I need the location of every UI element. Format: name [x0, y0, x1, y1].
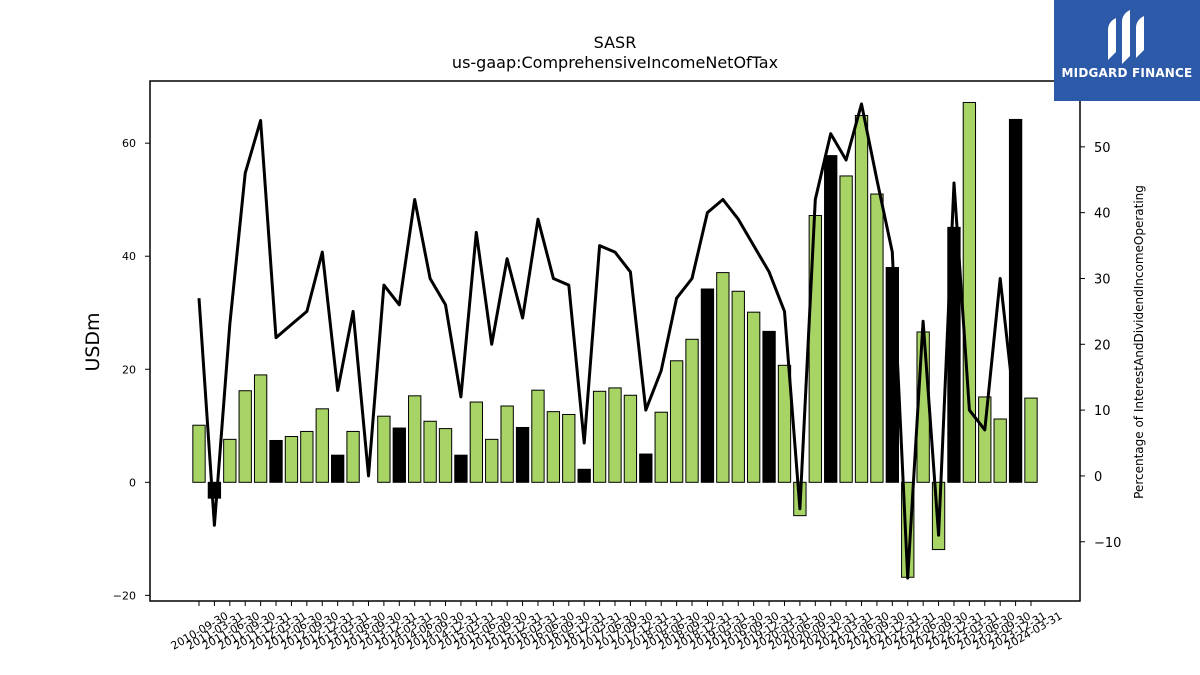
- series-line: [197, 102, 1018, 580]
- chart-title: SASR: [594, 33, 637, 52]
- bar: [978, 396, 992, 483]
- bar: [192, 424, 206, 483]
- y2-tick-label: 0: [1094, 470, 1102, 485]
- bar: [500, 405, 514, 483]
- bar: [716, 272, 730, 483]
- bar: [623, 394, 638, 483]
- bar: [608, 387, 622, 483]
- bar: [546, 411, 561, 483]
- y2-tick-label: 40: [1094, 207, 1111, 222]
- bar: [269, 439, 283, 483]
- bar: [469, 401, 483, 483]
- bar: [377, 415, 391, 483]
- bar: [1008, 118, 1023, 483]
- bar: [577, 468, 591, 483]
- bar: [515, 426, 530, 483]
- y-tick-label: 0: [129, 476, 136, 489]
- line-layer: [197, 102, 1018, 580]
- y2-tick-label: 20: [1094, 338, 1111, 353]
- bar: [408, 395, 422, 483]
- bar: [423, 420, 437, 483]
- bar: [685, 338, 699, 483]
- bar: [762, 330, 776, 483]
- bar: [223, 438, 237, 483]
- bar: [485, 438, 499, 483]
- bar: [854, 114, 869, 483]
- bar: [238, 390, 252, 483]
- bar: [1024, 397, 1038, 483]
- y2-tick-label: 30: [1094, 272, 1111, 287]
- bar: [346, 430, 360, 483]
- y-tick-label: −20: [113, 589, 136, 602]
- bar: [531, 389, 545, 483]
- bar: [808, 215, 822, 483]
- bar: [438, 428, 453, 483]
- bar: [731, 290, 745, 483]
- brand-logo: MIDGARD FINANCE: [1054, 0, 1200, 101]
- y-tick-label: 40: [122, 250, 136, 263]
- bar: [747, 311, 761, 483]
- chart-subtitle: us-gaap:ComprehensiveIncomeNetOfTax: [452, 53, 778, 72]
- y-axis-label: USDm: [82, 312, 104, 371]
- y2-axis-label: Percentage of InterestAndDividendIncomeO…: [1132, 185, 1146, 499]
- bar: [777, 364, 792, 483]
- bar: [454, 454, 468, 483]
- y-tick-label: 60: [122, 137, 136, 150]
- bar: [700, 288, 715, 483]
- bars-layer: [192, 101, 1038, 578]
- axes-layer: −200204060−10010203040502010-09-302011-0…: [113, 137, 1122, 652]
- bar: [962, 101, 977, 483]
- y2-tick-label: −10: [1094, 536, 1121, 551]
- y-tick-label: 20: [122, 363, 136, 376]
- bar: [839, 175, 853, 483]
- y2-tick-label: 10: [1094, 404, 1111, 419]
- bar: [253, 374, 268, 483]
- y2-tick-label: 50: [1094, 141, 1111, 156]
- bar: [331, 454, 345, 483]
- bar: [284, 436, 299, 483]
- brand-name: MIDGARD FINANCE: [1061, 66, 1193, 80]
- bar: [392, 427, 406, 483]
- bar: [824, 155, 838, 483]
- bar: [654, 411, 668, 483]
- bar: [639, 453, 653, 483]
- bar: [315, 408, 329, 483]
- bar: [562, 413, 576, 483]
- bar: [870, 193, 884, 483]
- plot-frame: [149, 80, 1081, 602]
- midgard-logo-icon: [1108, 10, 1144, 64]
- bar: [669, 360, 684, 483]
- bar: [993, 418, 1007, 483]
- bar: [300, 430, 314, 483]
- bar: [592, 390, 607, 483]
